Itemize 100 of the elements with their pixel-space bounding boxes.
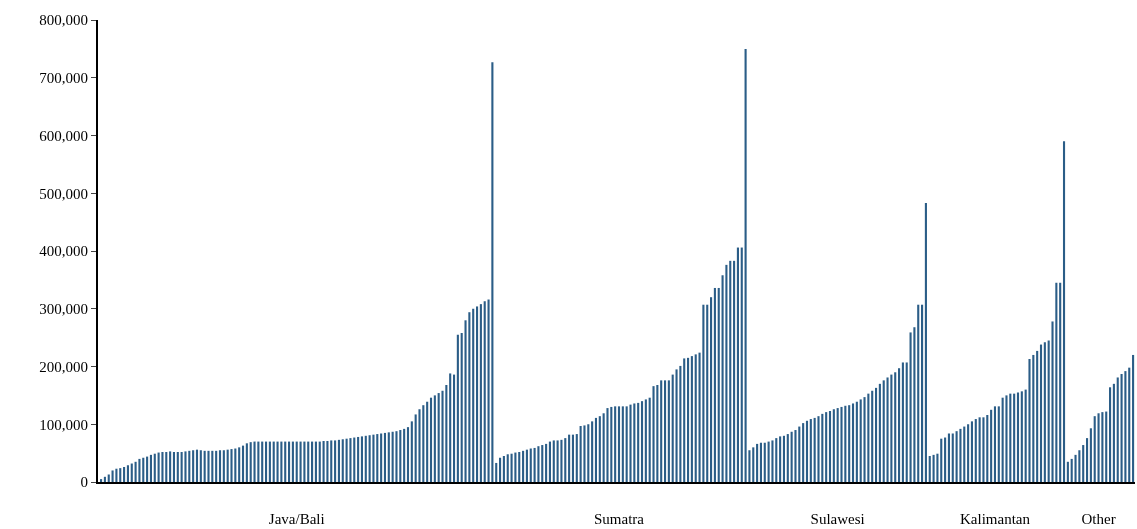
bar — [863, 397, 866, 482]
bar — [1128, 367, 1131, 482]
bar — [710, 297, 713, 482]
bar — [253, 441, 256, 482]
bar — [752, 447, 755, 482]
bar — [134, 461, 137, 482]
bar — [195, 449, 199, 482]
bar — [767, 441, 770, 482]
bar — [334, 440, 337, 482]
bar — [391, 431, 394, 482]
bar — [107, 474, 110, 482]
bar — [882, 380, 885, 482]
bar — [844, 405, 847, 482]
bar — [426, 401, 429, 482]
bar — [690, 356, 693, 482]
bar — [1070, 458, 1073, 482]
bar — [525, 449, 528, 482]
bar — [222, 450, 225, 482]
x-tick-label: Sulawesi — [810, 511, 865, 527]
bar — [997, 406, 1000, 482]
bar — [598, 416, 601, 482]
y-tick-label: 800,000 — [39, 12, 88, 29]
bar — [184, 451, 187, 482]
bar — [291, 441, 294, 482]
bar — [303, 441, 306, 482]
bar — [387, 432, 390, 482]
bar — [828, 410, 832, 482]
bar — [192, 450, 195, 482]
bar — [687, 357, 690, 482]
bar — [637, 402, 640, 482]
bar — [449, 373, 452, 482]
bar — [272, 441, 275, 482]
bar — [794, 430, 797, 482]
bar — [395, 431, 398, 482]
bar — [522, 450, 525, 482]
bar — [383, 432, 387, 482]
bar — [437, 393, 440, 482]
bar — [583, 425, 586, 482]
bar — [203, 450, 206, 482]
bar — [591, 421, 594, 482]
bar — [1109, 387, 1112, 482]
bar — [840, 406, 843, 482]
bar — [418, 409, 421, 482]
bar — [679, 365, 682, 482]
bar — [1055, 282, 1058, 482]
bar — [802, 423, 805, 482]
bar — [280, 441, 283, 482]
bar — [571, 434, 575, 482]
bar — [314, 441, 317, 482]
bar — [978, 417, 981, 482]
bar — [878, 383, 881, 482]
bar — [913, 327, 916, 482]
bar — [1039, 344, 1043, 482]
bar — [848, 405, 851, 482]
bar — [345, 438, 348, 482]
bar — [207, 450, 210, 482]
bar — [153, 453, 156, 482]
bar — [955, 431, 958, 482]
bar — [406, 427, 410, 482]
y-tick-label: 300,000 — [39, 301, 88, 317]
bar — [360, 436, 363, 482]
bar — [928, 456, 931, 482]
bar — [729, 260, 732, 482]
bar — [771, 440, 774, 482]
bar — [188, 450, 191, 482]
bar — [1043, 342, 1046, 482]
bar — [786, 434, 789, 482]
bar — [667, 380, 670, 482]
bar — [299, 441, 302, 482]
bar — [349, 438, 352, 482]
bar — [1074, 454, 1077, 482]
bar — [357, 436, 360, 482]
bar — [871, 390, 874, 482]
bar — [514, 452, 517, 482]
bar — [234, 448, 237, 482]
bar — [901, 362, 904, 482]
bar — [103, 476, 106, 482]
bar — [169, 451, 172, 482]
bar — [410, 421, 413, 482]
bar — [779, 436, 782, 482]
bar — [1005, 395, 1008, 482]
bar — [330, 440, 333, 482]
bar — [867, 393, 870, 482]
bar — [241, 445, 245, 482]
bar — [706, 304, 709, 482]
bar — [311, 441, 314, 482]
bar — [836, 408, 839, 482]
bar — [990, 409, 993, 482]
bar — [947, 433, 950, 482]
bar — [165, 451, 168, 482]
bar — [1120, 374, 1123, 482]
bar — [176, 451, 179, 482]
bar — [940, 438, 943, 482]
bar — [537, 446, 540, 482]
bar — [100, 479, 103, 482]
bar — [119, 468, 122, 482]
y-tick-label: 700,000 — [39, 70, 88, 86]
bar — [245, 443, 248, 482]
bar — [1032, 354, 1035, 482]
bar — [656, 384, 659, 482]
